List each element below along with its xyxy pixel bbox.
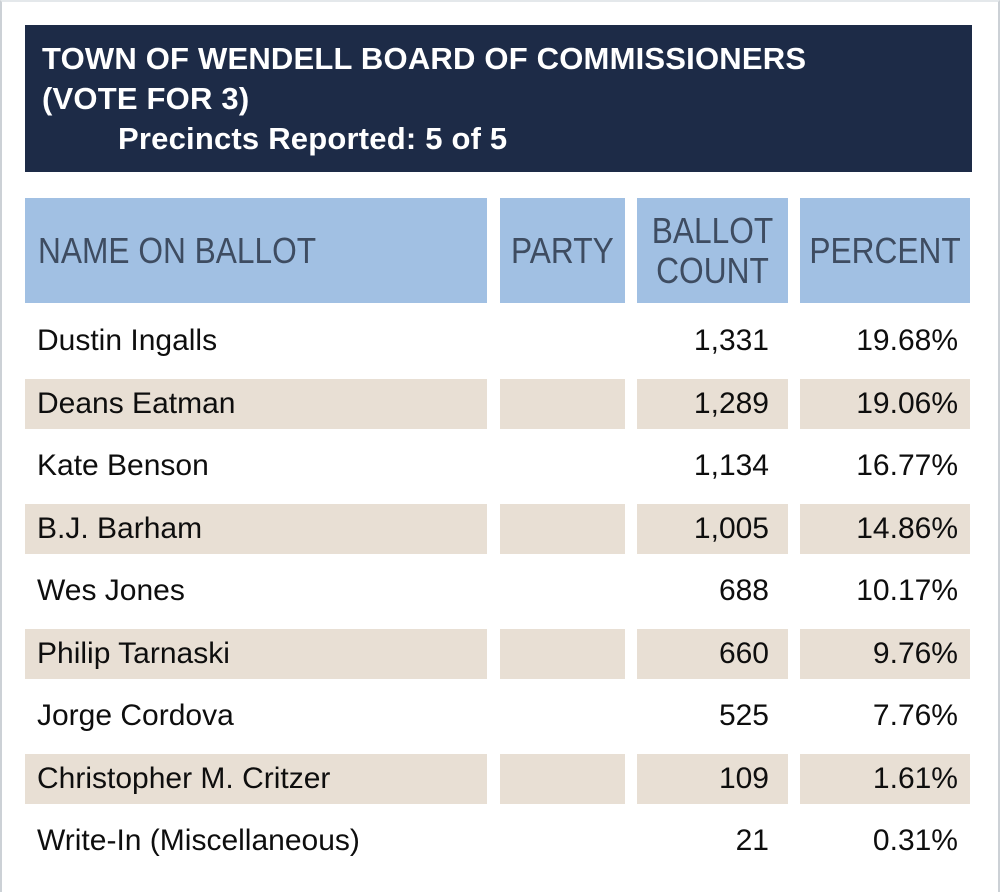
table-body: Dustin Ingalls 1,331 19.68% Deans Eatman… — [25, 310, 972, 873]
candidate-name-cell: Deans Eatman — [25, 378, 487, 429]
ballot-count-cell: 21 — [735, 824, 769, 858]
candidate-name-cell: Dustin Ingalls — [37, 324, 218, 358]
contest-title-line2: (VOTE FOR 3) — [42, 81, 250, 116]
percent-cell: 1.61% — [800, 753, 970, 804]
table-row: Deans Eatman 1,289 19.06% — [25, 373, 972, 436]
table-row: Kate Benson 1,134 16.77% — [25, 435, 972, 498]
ballot-count-cell: 1,134 — [693, 449, 769, 483]
column-header-ballot-count: BALLOT COUNT — [637, 198, 788, 303]
party-cell — [500, 441, 625, 492]
party-cell — [500, 503, 625, 554]
percent-cell: 19.06% — [800, 378, 970, 429]
party-cell — [500, 753, 625, 804]
ballot-count-cell: 1,005 — [637, 503, 788, 554]
table-row: Write-In (Miscellaneous) 21 0.31% — [25, 810, 972, 873]
ballot-count-cell: 660 — [637, 628, 788, 679]
candidate-name-cell: Kate Benson — [37, 449, 209, 483]
ballot-count-cell: 688 — [718, 574, 769, 608]
ballot-count-cell: 1,331 — [693, 324, 769, 358]
contest-title: TOWN OF WENDELL BOARD OF COMMISSIONERS (… — [42, 39, 952, 119]
table-header-row: NAME ON BALLOT PARTY BALLOT COUNT PERCEN… — [25, 198, 972, 303]
percent-cell: 0.31% — [872, 824, 958, 858]
results-table: NAME ON BALLOT PARTY BALLOT COUNT PERCEN… — [25, 198, 972, 873]
percent-cell: 14.86% — [800, 503, 970, 554]
party-cell — [500, 816, 625, 867]
candidate-name-cell: Philip Tarnaski — [25, 628, 487, 679]
table-row: Wes Jones 688 10.17% — [25, 560, 972, 623]
contest-title-line1: TOWN OF WENDELL BOARD OF COMMISSIONERS — [42, 41, 807, 76]
column-header-percent: PERCENT — [800, 198, 970, 303]
party-cell — [500, 691, 625, 742]
precincts-reported: Precincts Reported: 5 of 5 — [118, 121, 508, 156]
party-cell — [500, 316, 625, 367]
candidate-name-cell: Jorge Cordova — [37, 699, 234, 733]
table-row: Jorge Cordova 525 7.76% — [25, 685, 972, 748]
candidate-name-cell: B.J. Barham — [25, 503, 487, 554]
percent-cell: 9.76% — [800, 628, 970, 679]
percent-cell: 10.17% — [856, 574, 958, 608]
column-header-party: PARTY — [500, 198, 625, 303]
column-header-name-on-ballot: NAME ON BALLOT — [25, 198, 487, 303]
candidate-name-cell: Wes Jones — [37, 574, 185, 608]
party-cell — [500, 628, 625, 679]
contest-banner: TOWN OF WENDELL BOARD OF COMMISSIONERS (… — [25, 25, 972, 172]
ballot-count-cell: 109 — [637, 753, 788, 804]
ballot-count-cell: 1,289 — [637, 378, 788, 429]
table-row: Christopher M. Critzer 109 1.61% — [25, 748, 972, 811]
percent-cell: 7.76% — [872, 699, 958, 733]
ballot-count-cell: 525 — [718, 699, 769, 733]
percent-cell: 19.68% — [856, 324, 958, 358]
party-cell — [500, 566, 625, 617]
table-row: B.J. Barham 1,005 14.86% — [25, 498, 972, 561]
percent-cell: 16.77% — [856, 449, 958, 483]
table-row: Philip Tarnaski 660 9.76% — [25, 623, 972, 686]
candidate-name-cell: Christopher M. Critzer — [25, 753, 487, 804]
table-row: Dustin Ingalls 1,331 19.68% — [25, 310, 972, 373]
candidate-name-cell: Write-In (Miscellaneous) — [37, 824, 360, 858]
party-cell — [500, 378, 625, 429]
